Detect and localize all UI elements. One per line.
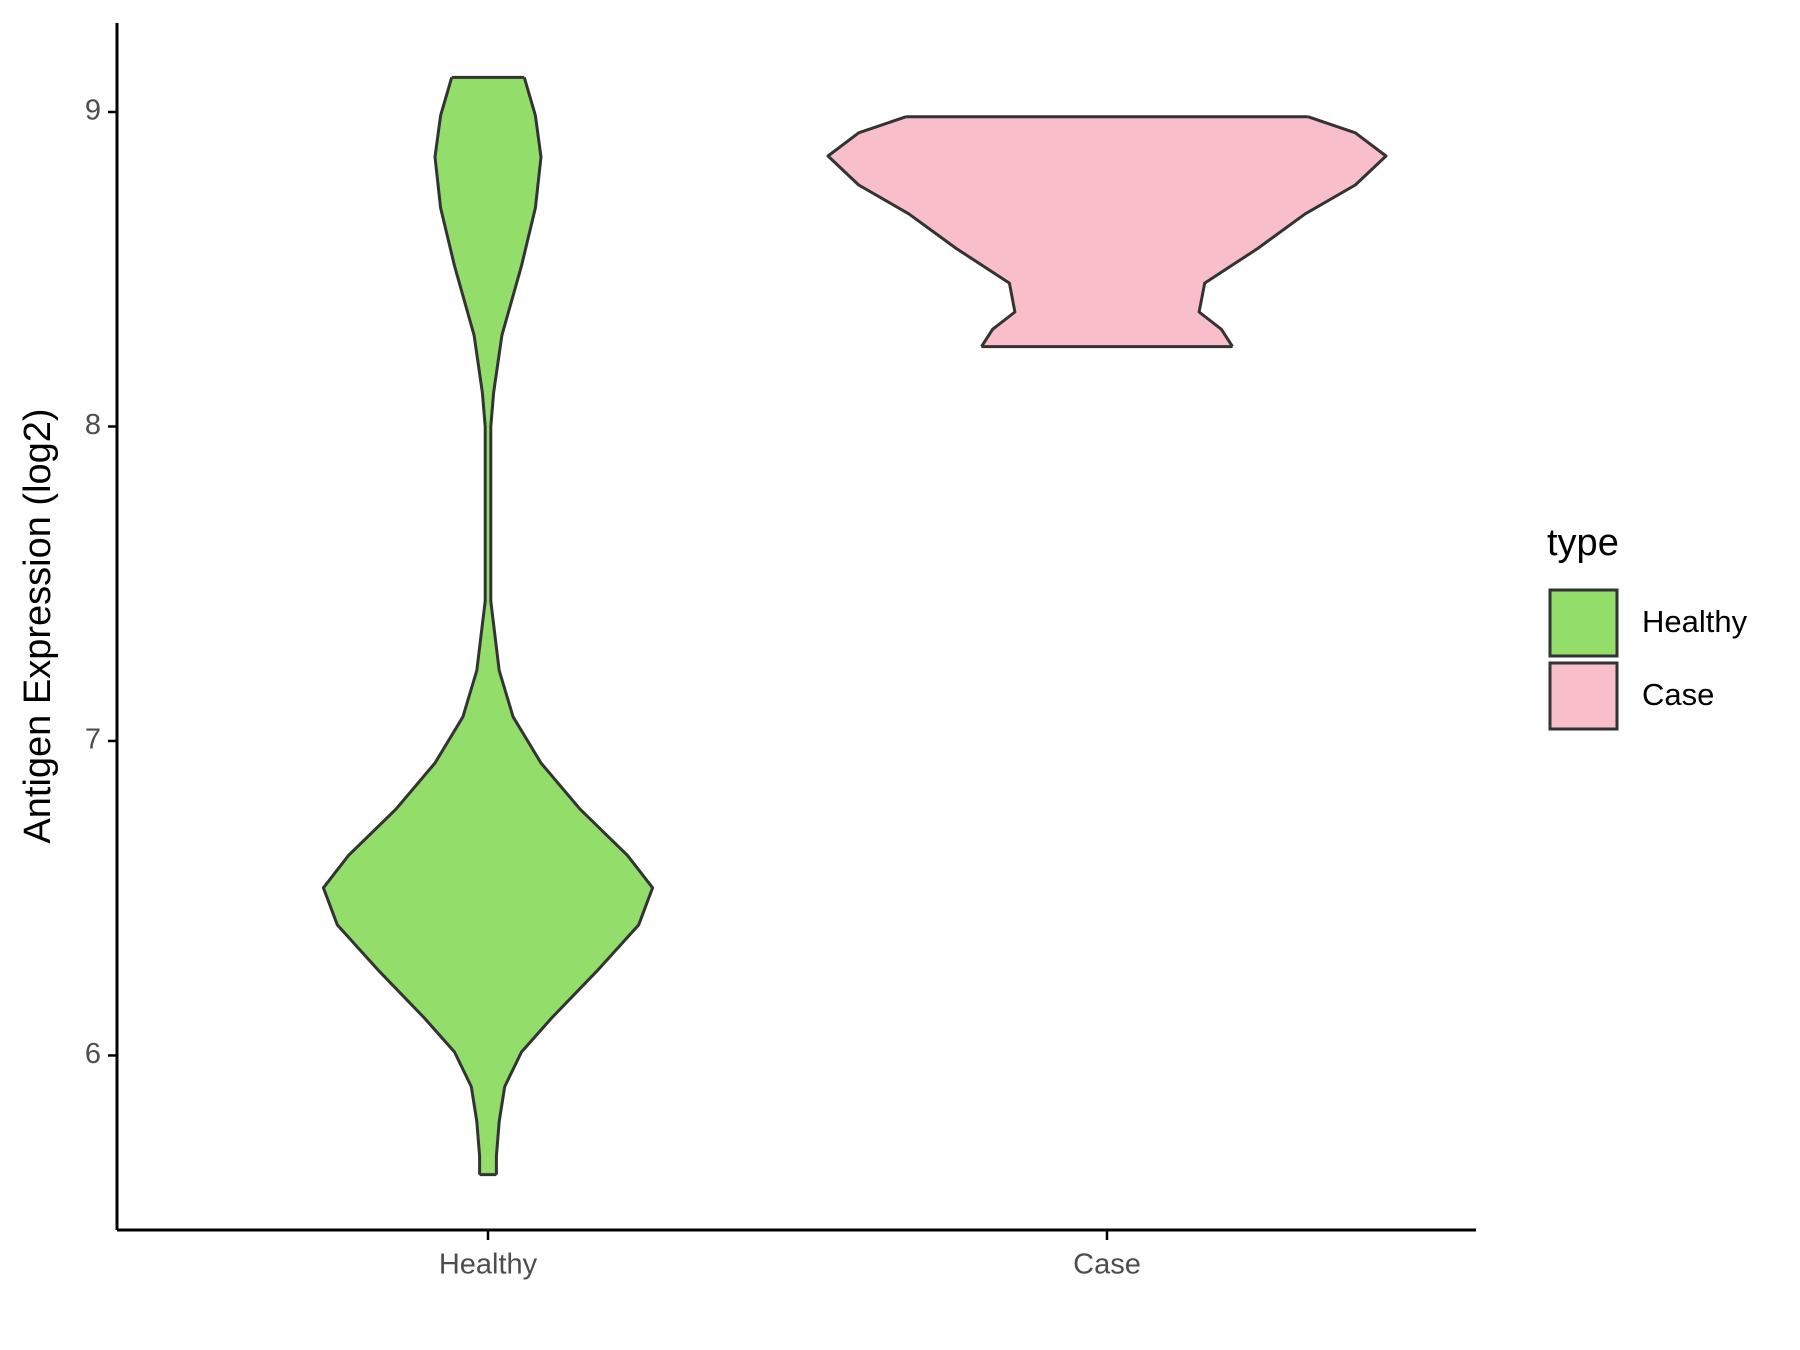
legend-label: Case — [1642, 677, 1714, 712]
legend-label: Healthy — [1642, 604, 1748, 639]
violin-outline — [489, 76, 655, 1175]
x-tick-label: Healthy — [439, 1249, 538, 1281]
violin-fill — [323, 77, 488, 1175]
y-axis-title: Antigen Expression (log2) — [17, 408, 59, 843]
y-tick-label: 6 — [85, 1038, 101, 1070]
x-tick-label: Case — [1073, 1249, 1141, 1281]
violin-outline — [321, 76, 487, 1175]
violin-fill — [828, 116, 1107, 347]
legend-key — [1548, 588, 1619, 658]
violin-fill — [1107, 116, 1386, 347]
y-tick-label: 7 — [85, 724, 101, 756]
legend-key — [1548, 661, 1619, 731]
y-tick-label: 9 — [85, 95, 101, 127]
y-tick-label: 8 — [85, 409, 101, 441]
violin-outline — [826, 115, 1017, 348]
legend-title: type — [1547, 522, 1619, 564]
violin-fill — [488, 77, 653, 1175]
violin-outline — [1197, 115, 1388, 348]
